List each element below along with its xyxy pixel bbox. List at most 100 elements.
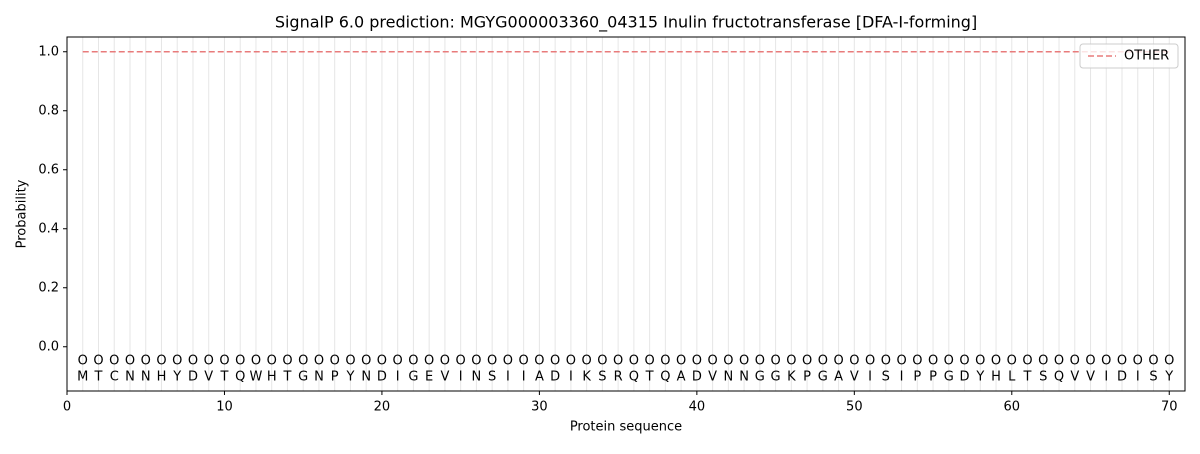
residue-label: V — [204, 370, 213, 385]
predicted-label: O — [1133, 354, 1143, 369]
residue-label: H — [991, 370, 1001, 385]
residue-label: Y — [345, 370, 354, 385]
residue-label: V — [708, 370, 717, 385]
residue-label: D — [960, 370, 970, 385]
predicted-label: O — [172, 354, 182, 369]
predicted-label: O — [125, 354, 135, 369]
predicted-label: O — [1117, 354, 1127, 369]
y-tick-label: 0.2 — [38, 280, 59, 295]
x-tick-label: 70 — [1161, 400, 1178, 415]
predicted-label: O — [802, 354, 812, 369]
x-tick-label: 60 — [1004, 400, 1021, 415]
predicted-label: O — [1038, 354, 1048, 369]
residue-label: P — [803, 370, 811, 385]
predicted-label: O — [471, 354, 481, 369]
residue-label: I — [569, 370, 573, 385]
predicted-label: O — [818, 354, 828, 369]
predicted-label: O — [865, 354, 875, 369]
residue-label: Q — [1054, 370, 1064, 385]
predicted-label: O — [456, 354, 466, 369]
predicted-label: O — [1101, 354, 1111, 369]
residue-label: Y — [172, 370, 181, 385]
predicted-label: O — [944, 354, 954, 369]
residue-label: I — [522, 370, 526, 385]
residue-label: S — [882, 370, 890, 385]
residue-label: K — [787, 370, 796, 385]
predicted-label: O — [188, 354, 198, 369]
predicted-label: O — [1164, 354, 1174, 369]
residue-label: Y — [975, 370, 984, 385]
residue-label: S — [598, 370, 606, 385]
y-axis-label: Probability — [15, 179, 30, 248]
predicted-label: O — [629, 354, 639, 369]
residue-label: G — [771, 370, 781, 385]
predicted-label: O — [503, 354, 513, 369]
predicted-label: O — [645, 354, 655, 369]
predicted-label: O — [282, 354, 292, 369]
residue-label: G — [298, 370, 308, 385]
predicted-label: O — [251, 354, 261, 369]
x-axis-label: Protein sequence — [570, 420, 682, 435]
predicted-label: O — [440, 354, 450, 369]
predicted-label: O — [93, 354, 103, 369]
legend-box — [1079, 43, 1179, 69]
residue-label: H — [157, 370, 167, 385]
predicted-label: O — [833, 354, 843, 369]
legend-label: OTHER — [1124, 49, 1169, 64]
predicted-label: O — [1007, 354, 1017, 369]
x-tick-label: 40 — [689, 400, 706, 415]
predicted-label: O — [755, 354, 765, 369]
residue-label: A — [834, 370, 843, 385]
predicted-label: O — [487, 354, 497, 369]
residue-label: I — [868, 370, 872, 385]
residue-label: G — [755, 370, 765, 385]
residue-label: I — [459, 370, 463, 385]
residue-label: I — [1136, 370, 1140, 385]
residue-label: G — [408, 370, 418, 385]
predicted-label: O — [582, 354, 592, 369]
predicted-label: O — [408, 354, 418, 369]
residue-label: N — [314, 370, 324, 385]
predicted-label: O — [235, 354, 245, 369]
residue-label: R — [614, 370, 623, 385]
residue-label: D — [550, 370, 560, 385]
residue-label: Q — [629, 370, 639, 385]
residue-label: S — [1039, 370, 1047, 385]
predicted-label: O — [975, 354, 985, 369]
residue-label: P — [913, 370, 921, 385]
predicted-label: O — [330, 354, 340, 369]
predicted-label: O — [723, 354, 733, 369]
residue-label: N — [125, 370, 135, 385]
y-tick-label: 0.6 — [38, 162, 59, 177]
y-tick-label: 1.0 — [38, 44, 59, 59]
predicted-label: O — [377, 354, 387, 369]
residue-label: P — [929, 370, 937, 385]
predicted-label: O — [739, 354, 749, 369]
chart-title: SignalP 6.0 prediction: MGYG000003360_04… — [275, 13, 977, 33]
predicted-label: O — [613, 354, 623, 369]
residue-label: M — [77, 370, 88, 385]
predicted-label: O — [534, 354, 544, 369]
predicted-label: O — [597, 354, 607, 369]
predicted-label: O — [991, 354, 1001, 369]
predicted-label: O — [550, 354, 560, 369]
predicted-label: O — [141, 354, 151, 369]
residue-label: I — [506, 370, 510, 385]
predicted-label: O — [519, 354, 529, 369]
residue-label: T — [282, 370, 291, 385]
x-tick-label: 10 — [216, 400, 233, 415]
predicted-label: O — [219, 354, 229, 369]
residue-label: G — [818, 370, 828, 385]
residue-label: N — [723, 370, 733, 385]
x-tick-label: 50 — [846, 400, 863, 415]
predicted-label: O — [1148, 354, 1158, 369]
predicted-label: O — [786, 354, 796, 369]
predicted-label: O — [361, 354, 371, 369]
plot-frame — [66, 36, 1186, 392]
residue-label: S — [1149, 370, 1157, 385]
predicted-label: O — [1022, 354, 1032, 369]
residue-label: N — [141, 370, 151, 385]
residue-label: V — [1070, 370, 1079, 385]
residue-label: G — [944, 370, 954, 385]
residue-label: D — [188, 370, 198, 385]
